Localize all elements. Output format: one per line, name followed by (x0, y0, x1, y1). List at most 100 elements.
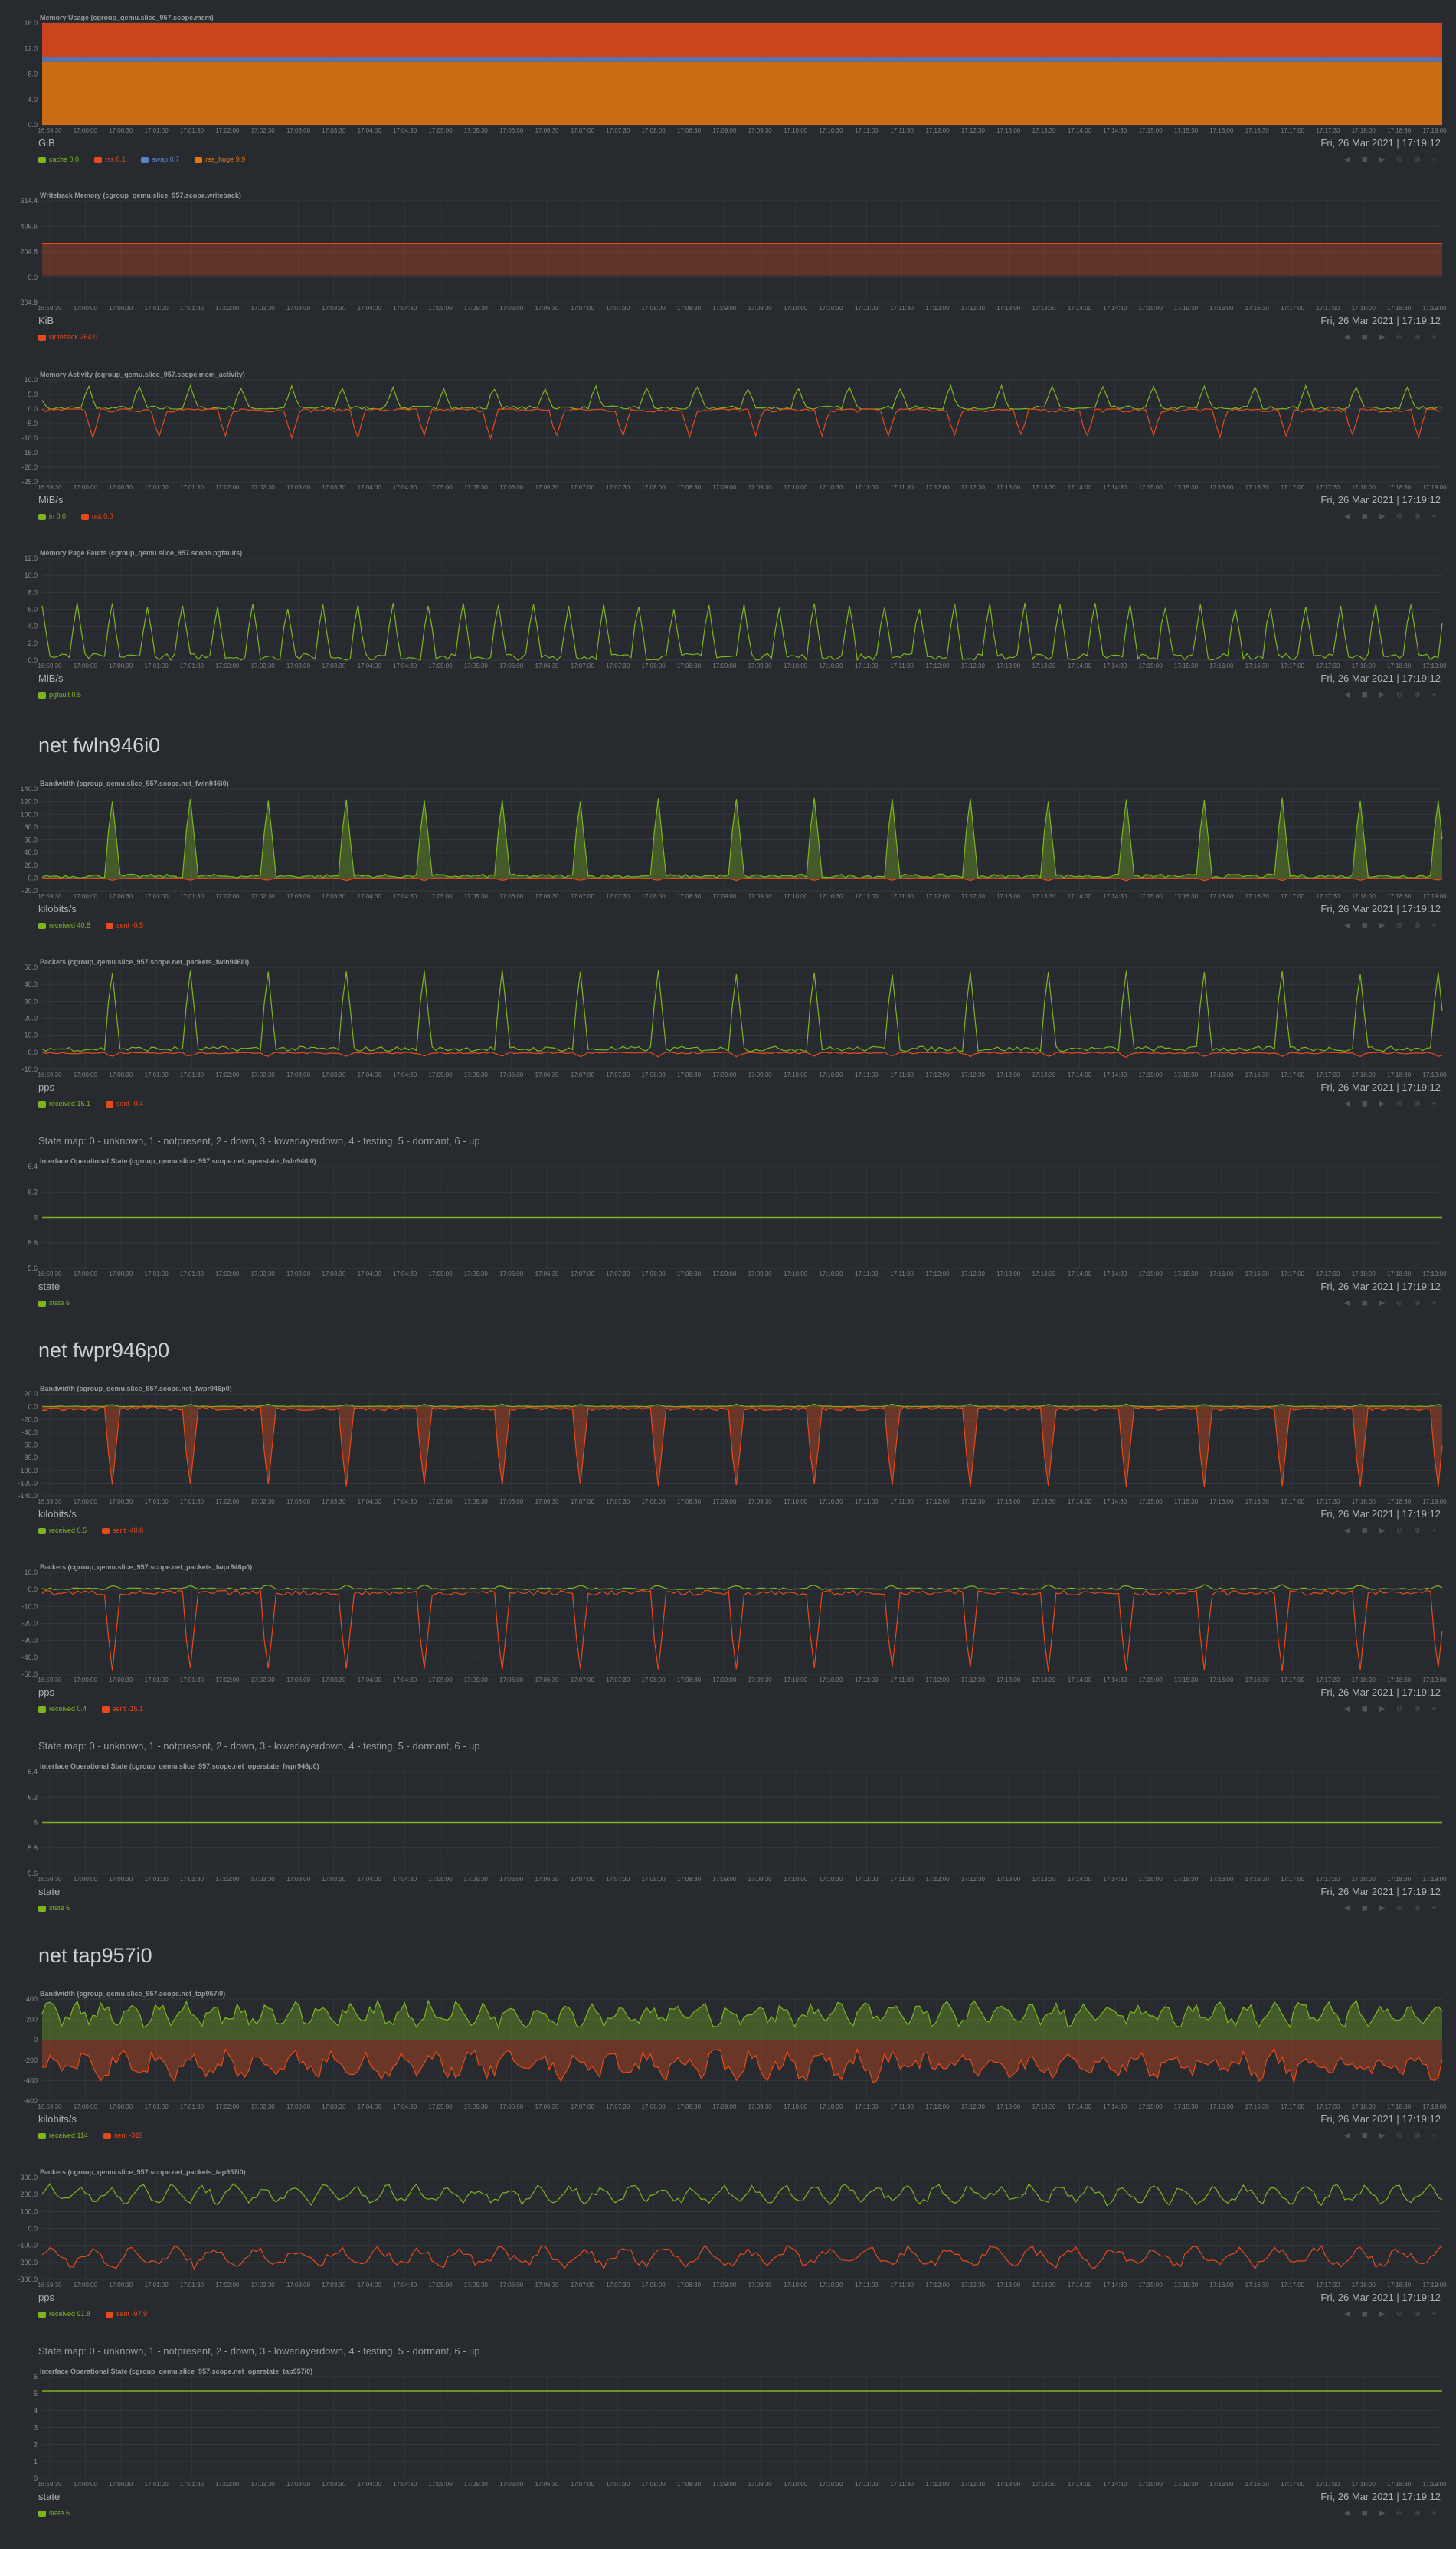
legend-item-rss[interactable]: rss 8.1 (94, 155, 126, 163)
timestamp: Fri, 26 Mar 2021 | 17:19:12 (1320, 1508, 1441, 1520)
legend-swatch (38, 2311, 46, 2318)
legend-item-state[interactable]: state 6 (38, 2509, 70, 2517)
timestamp: Fri, 26 Mar 2021 | 17:19:12 (1320, 2491, 1441, 2502)
legend-item-cache[interactable]: cache 0.0 (38, 155, 79, 163)
chart-svg[interactable]: 6.4 6.2 6 5.8 5.616:59:30 17:00:00 17:00:30 17:… (0, 1157, 1456, 1284)
chart-toolbar[interactable]: ◀ ◼ ▶ ⊖ ⊕ ⌖ (1344, 921, 1441, 930)
legend-item-received[interactable]: received 0.4 (38, 1705, 87, 1713)
x-tick-label: 17:18:30 (1387, 1271, 1412, 1278)
x-tick-label: 17:15:30 (1174, 1271, 1199, 1278)
legend-series-value: 0.4 (77, 1705, 87, 1713)
legend-item-state[interactable]: state 6 (38, 1299, 70, 1307)
x-tick-label: 17:18:00 (1352, 484, 1376, 491)
chart-panel: Bandwidth (cgroup_qemu.slice_957.scope.n… (0, 1385, 1456, 1549)
x-tick-label: 17:16:30 (1245, 305, 1270, 312)
x-tick-label: 17:04:30 (393, 1498, 417, 1505)
x-tick-label: 17:05:30 (464, 1876, 489, 1883)
legend-item-writeback[interactable]: writeback 264.0 (38, 333, 97, 341)
series-line-pgfault (41, 602, 1443, 662)
x-tick-label: 17:05:00 (428, 1072, 453, 1078)
x-tick-label: 17:04:00 (358, 2481, 382, 2488)
section-title: net tap957i0 (38, 1944, 152, 1967)
x-tick-label: 17:05:30 (464, 2481, 489, 2488)
chart-toolbar[interactable]: ◀ ◼ ▶ ⊖ ⊕ ⌖ (1344, 1100, 1441, 1108)
x-tick-label: 17:11:00 (855, 1271, 879, 1278)
chart-toolbar[interactable]: ◀ ◼ ▶ ⊖ ⊕ ⌖ (1344, 1705, 1441, 1713)
legend-series-name: received (49, 921, 76, 929)
legend-item-sent[interactable]: sent -0.4 (106, 1100, 143, 1108)
chart-toolbar[interactable]: ◀ ◼ ▶ ⊖ ⊕ ⌖ (1344, 333, 1441, 342)
chart-toolbar[interactable]: ◀ ◼ ▶ ⊖ ⊕ ⌖ (1344, 1526, 1441, 1535)
legend-item-received[interactable]: received 91.8 (38, 2310, 90, 2318)
y-tick-label: 5.6 (28, 1870, 38, 1877)
chart-svg[interactable]: 16.0 12.0 8.0 4.0 0.016:59:30 17:00:00 17:00:3… (0, 14, 1456, 140)
chart-svg[interactable]: 300.0 200.0 100.0 0.0 -100.0 -200.0 -300.016:5… (0, 2168, 1456, 2295)
legend-item-rss_huge[interactable]: rss_huge 9.9 (195, 155, 245, 163)
series-line-received (41, 970, 1443, 1052)
legend-item-sent[interactable]: sent -97.9 (106, 2310, 147, 2318)
x-tick-label: 17:08:00 (642, 893, 666, 900)
timestamp: Fri, 26 Mar 2021 | 17:19:12 (1320, 2292, 1441, 2303)
x-tick-label: 16:59:30 (38, 1876, 62, 1883)
chart-svg[interactable]: 20.0 0.0 -20.0 -40.0 -60.0 -80.0 -100.0 -120.0 -… (0, 1385, 1456, 1511)
x-tick-label: 17:06:30 (535, 2103, 559, 2110)
chart-svg[interactable]: 10.0 5.0 0.0 -5.0 -10.0 -15.0 -20.0 -25.016:59:… (0, 371, 1456, 497)
chart-toolbar[interactable]: ◀ ◼ ▶ ⊖ ⊕ ⌖ (1344, 1904, 1441, 1913)
x-tick-label: 17:07:00 (571, 663, 595, 669)
chart-svg[interactable]: 12.0 10.0 8.0 6.0 4.0 2.0 0.016:59:30 17:00:00 1… (0, 549, 1456, 676)
x-tick-label: 17:17:00 (1281, 1876, 1305, 1883)
x-tick-label: 17:18:30 (1387, 305, 1412, 312)
x-tick-label: 17:05:00 (428, 893, 453, 900)
chart-svg[interactable]: 614.4 409.6 204.8 0.0 -204.816:59:30 17:00:00… (0, 191, 1456, 318)
legend-item-sent[interactable]: sent -319 (103, 2132, 142, 2139)
x-tick-label: 17:14:00 (1068, 305, 1092, 312)
chart-toolbar[interactable]: ◀ ◼ ▶ ⊖ ⊕ ⌖ (1344, 2509, 1441, 2518)
legend-item-sent[interactable]: sent -15.1 (102, 1705, 143, 1713)
x-tick-label: 17:13:00 (996, 2282, 1021, 2289)
x-tick-label: 16:59:30 (38, 663, 62, 669)
legend-item-sent[interactable]: sent -0.5 (106, 921, 143, 929)
legend-item-in[interactable]: in 0.0 (38, 512, 66, 520)
x-tick-label: 17:14:00 (1068, 1498, 1092, 1505)
chart-toolbar[interactable]: ◀ ◼ ▶ ⊖ ⊕ ⌖ (1344, 691, 1441, 699)
x-tick-label: 17:18:30 (1387, 1072, 1412, 1078)
legend-item-received[interactable]: received 114 (38, 2132, 88, 2139)
x-tick-label: 17:11:30 (890, 2103, 914, 2110)
legend-item-state[interactable]: state 6 (38, 1904, 70, 1912)
units-label: kilobits/s (38, 903, 77, 915)
legend-item-received[interactable]: received 40.8 (38, 921, 90, 929)
chart-svg[interactable]: 140.0120.0100.080.060.040.020.00.0-20.01… (0, 780, 1456, 906)
chart-title: Memory Usage (cgroup_qemu.slice_957.scop… (40, 14, 214, 21)
legend-series-name: received (49, 1100, 76, 1108)
x-tick-label: 17:11:00 (855, 893, 879, 900)
x-tick-label: 17:06:30 (535, 893, 559, 900)
chart-svg[interactable]: 6 5 4 3 2 1 016:59:30 17:00:00 17:00:30 17:01:00 1… (0, 2367, 1456, 2494)
legend-item-sent[interactable]: sent -40.8 (102, 1526, 143, 1534)
chart-svg[interactable]: 10.0 0.0 -10.0 -20.0 -30.0 -40.0 -50.016:59:30… (0, 1563, 1456, 1690)
units-label: state (38, 2491, 61, 2502)
chart-toolbar[interactable]: ◀ ◼ ▶ ⊖ ⊕ ⌖ (1344, 155, 1441, 164)
x-tick-label: 17:14:00 (1068, 1677, 1092, 1684)
chart-toolbar[interactable]: ◀ ◼ ▶ ⊖ ⊕ ⌖ (1344, 2132, 1441, 2140)
x-tick-label: 17:17:30 (1316, 2481, 1340, 2488)
x-tick-label: 17:13:00 (996, 305, 1021, 312)
legend-item-pgfault[interactable]: pgfault 0.5 (38, 691, 81, 699)
legend-item-out[interactable]: out 0.0 (81, 512, 113, 520)
x-tick-label: 17:14:30 (1103, 1072, 1127, 1078)
legend-item-swap[interactable]: swap 0.7 (141, 155, 179, 163)
chart-toolbar[interactable]: ◀ ◼ ▶ ⊖ ⊕ ⌖ (1344, 1299, 1441, 1307)
chart-title: Bandwidth (cgroup_qemu.slice_957.scope.n… (40, 1385, 232, 1392)
x-tick-label: 17:14:30 (1103, 663, 1127, 669)
legend-item-received[interactable]: received 0.5 (38, 1526, 87, 1534)
x-tick-label: 17:08:00 (642, 1677, 666, 1684)
x-tick-label: 17:06:30 (535, 1072, 559, 1078)
x-tick-label: 17:16:30 (1245, 127, 1270, 134)
legend-item-received[interactable]: received 15.1 (38, 1100, 90, 1108)
chart-toolbar[interactable]: ◀ ◼ ▶ ⊖ ⊕ ⌖ (1344, 512, 1441, 521)
y-tick-label: 2 (34, 2441, 38, 2449)
chart-toolbar[interactable]: ◀ ◼ ▶ ⊖ ⊕ ⌖ (1344, 2310, 1441, 2318)
chart-svg[interactable]: 50.0 40.0 30.0 20.0 10.0 0.0 -10.016:59:30 17:0… (0, 958, 1456, 1085)
chart-svg[interactable]: 6.4 6.2 6 5.8 5.616:59:30 17:00:00 17:00:30 17:… (0, 1762, 1456, 1889)
y-tick-label: 10.0 (24, 1032, 38, 1039)
